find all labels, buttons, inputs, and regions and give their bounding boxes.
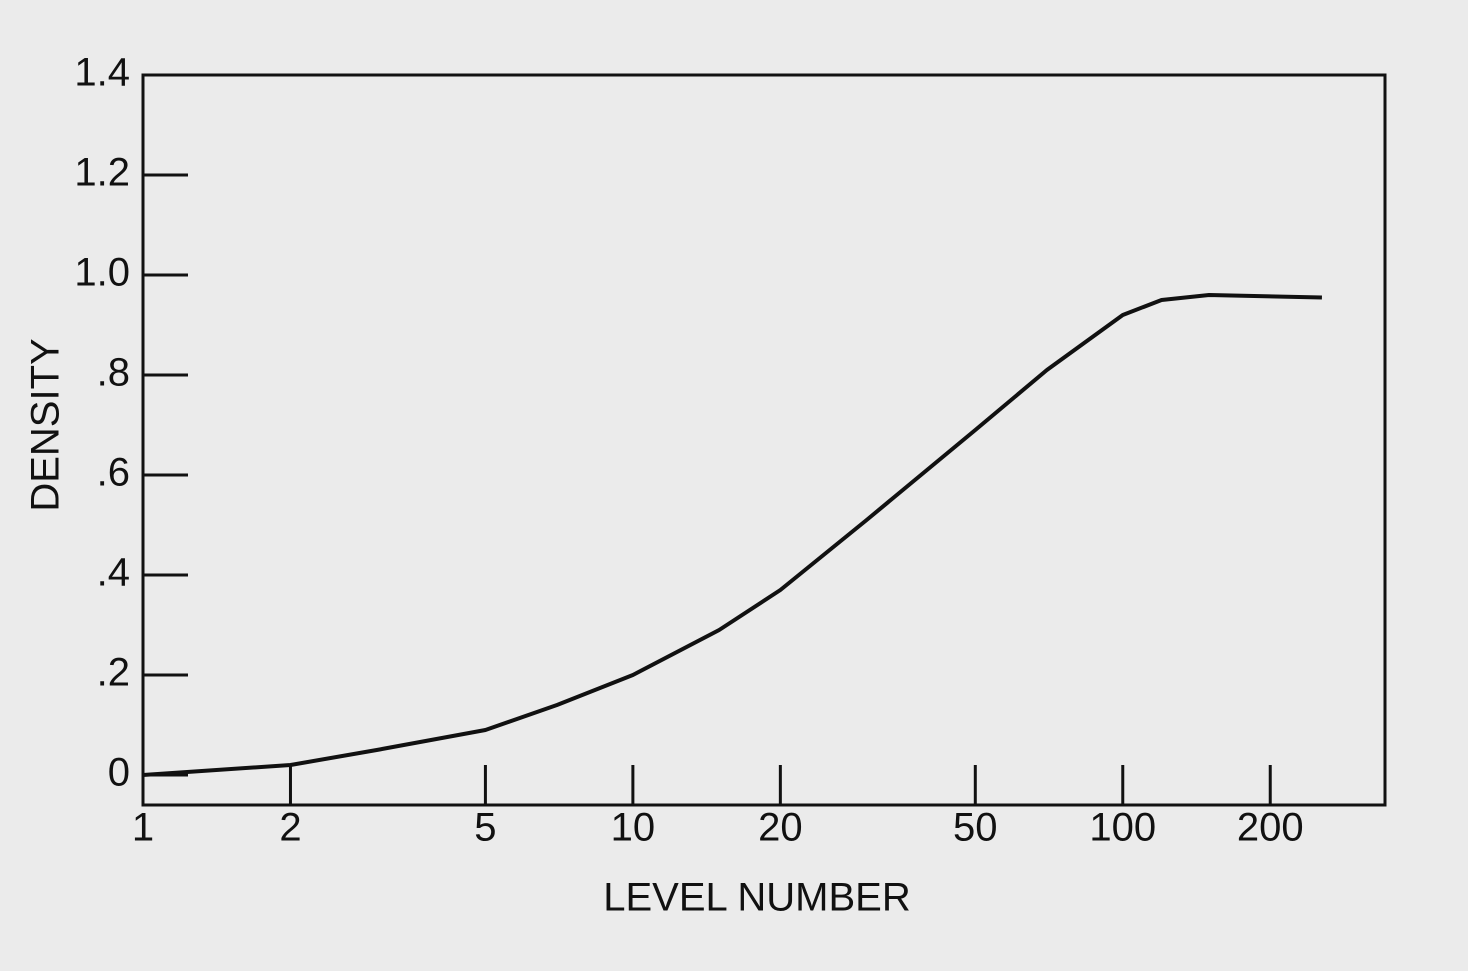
y-tick-label: 1.2 (74, 151, 130, 195)
x-tick-label: 1 (132, 806, 154, 850)
y-tick-label: 0 (108, 751, 130, 795)
data-line (142, 293, 1322, 777)
x-axis-title: LEVEL NUMBER (603, 876, 911, 920)
plot-frame (141, 73, 1387, 807)
y-tick-label: 1.4 (74, 51, 130, 95)
y-axis-title: DENSITY (24, 338, 68, 511)
x-tick-label: 2 (279, 806, 301, 850)
y-tick-label: .8 (97, 351, 130, 395)
x-tick-label: 200 (1237, 806, 1304, 850)
y-tick-label: .6 (97, 451, 130, 495)
y-tick-label: .2 (97, 651, 130, 695)
y-tick-label: 1.0 (74, 251, 130, 295)
x-tick-label: 5 (474, 806, 496, 850)
x-tick-label: 50 (953, 806, 998, 850)
x-tick-label: 100 (1089, 806, 1156, 850)
y-tick-label: .4 (97, 551, 130, 595)
x-tick-label: 20 (758, 806, 803, 850)
x-tick-label: 10 (611, 806, 656, 850)
